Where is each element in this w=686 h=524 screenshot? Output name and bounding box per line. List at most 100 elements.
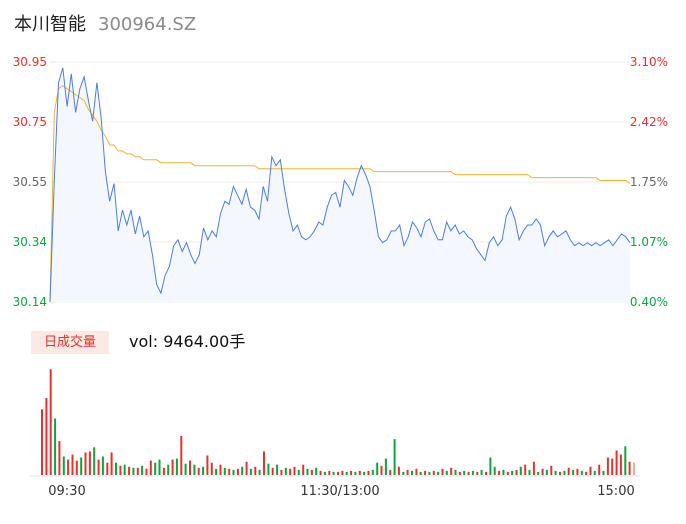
volume-bar (493, 466, 496, 475)
volume-bar (223, 467, 226, 475)
volume-bar (628, 461, 631, 475)
price-tick-label: 30.95 (13, 55, 47, 69)
volume-bar (202, 466, 205, 475)
volume-bar (376, 462, 379, 475)
volume-bar (97, 459, 100, 475)
volume-bar (123, 464, 126, 475)
volume-bar (136, 467, 139, 475)
volume-bar (341, 470, 344, 475)
volume-bar (384, 458, 387, 475)
volume-bar (236, 468, 239, 475)
volume-bar (545, 469, 548, 475)
volume-value: 9464.00手 (163, 332, 246, 351)
volume-bar (380, 465, 383, 475)
volume-bar (323, 471, 326, 475)
volume-bar (249, 468, 252, 475)
volume-bar (498, 470, 501, 475)
volume-bar (328, 470, 331, 475)
stock-code: 300964.SZ (98, 14, 197, 35)
volume-readout: vol: 9464.00手 (129, 330, 245, 354)
volume-bar (402, 471, 405, 475)
time-tick-label: 15:00 (597, 484, 634, 499)
avg-price-line (49, 85, 631, 303)
volume-bar (58, 441, 61, 475)
volume-bar (567, 467, 570, 475)
volume-bar (337, 471, 339, 475)
volume-bar (171, 459, 174, 475)
volume-bar (519, 466, 522, 475)
volume-bar (532, 461, 535, 475)
volume-bar (450, 467, 453, 475)
volume-bar (524, 464, 527, 475)
volume-bar (585, 471, 588, 475)
volume-tab[interactable]: 日成交量 (31, 331, 109, 354)
percent-tick-label: 1.07% (630, 235, 668, 249)
stock-header: 本川智能 300964.SZ (14, 12, 196, 38)
price-tick-label: 30.55 (13, 175, 47, 189)
volume-bar (345, 471, 348, 475)
volume-bar (458, 471, 461, 475)
volume-bar (245, 461, 248, 475)
volume-bar (563, 470, 566, 475)
volume-bar (62, 456, 65, 475)
volume-bar (602, 470, 605, 475)
stock-name: 本川智能 (14, 14, 86, 35)
volume-bar (319, 470, 322, 475)
volume-bar (593, 470, 596, 475)
price-axis-left: 30.95 30.75 30.55 30.34 30.14 (13, 55, 47, 309)
price-tick-label: 30.14 (13, 295, 47, 309)
volume-bar (441, 468, 444, 475)
volume-bar (624, 446, 627, 476)
volume-bar (141, 465, 144, 475)
volume-bar (45, 398, 48, 475)
volume-bar (175, 458, 178, 475)
volume-bar (162, 467, 165, 475)
volume-bar (145, 468, 148, 475)
volume-bar (119, 465, 122, 475)
volume-bar (554, 470, 557, 475)
volume-bar (132, 467, 135, 475)
volume-bar (154, 462, 157, 475)
volume-bar (80, 457, 83, 475)
volume-bar (437, 471, 440, 475)
volume-bar (454, 469, 457, 475)
volume-bar (258, 469, 261, 475)
volume-bar (232, 469, 235, 475)
volume-bar (128, 466, 131, 475)
volume-bar (397, 466, 400, 475)
volume-bar (371, 469, 374, 475)
volume-bar (289, 468, 292, 475)
volume-bar (445, 470, 448, 475)
volume-bar (502, 469, 505, 475)
volume-bar (467, 471, 470, 475)
volume-bar (480, 469, 483, 475)
volume-bar (580, 470, 583, 475)
volume-bar (75, 460, 78, 475)
volume-bar (511, 470, 514, 475)
volume-bar (506, 471, 509, 475)
volume-bar (315, 467, 318, 475)
volume-bar (537, 471, 540, 475)
volume-bar (350, 470, 353, 475)
percent-tick-label: 0.40% (630, 295, 668, 309)
volume-bar (528, 469, 531, 475)
time-tick-label: 09:30 (48, 484, 85, 499)
volume-bar (167, 464, 170, 475)
volume-bar (606, 457, 609, 475)
volume-bar (598, 464, 601, 475)
volume-bar (180, 436, 183, 475)
volume-bar (228, 468, 231, 475)
volume-bar (254, 466, 257, 475)
price-area (50, 67, 630, 303)
volume-bar (463, 470, 466, 475)
price-line (49, 67, 631, 303)
volume-bar (633, 462, 635, 475)
volume-bar (297, 469, 300, 475)
volume-bar (411, 470, 413, 475)
volume-bar (576, 468, 579, 475)
volume-bar (284, 467, 287, 475)
volume-bar (615, 450, 618, 475)
volume-bar (619, 454, 622, 475)
volume-bar (271, 467, 274, 475)
